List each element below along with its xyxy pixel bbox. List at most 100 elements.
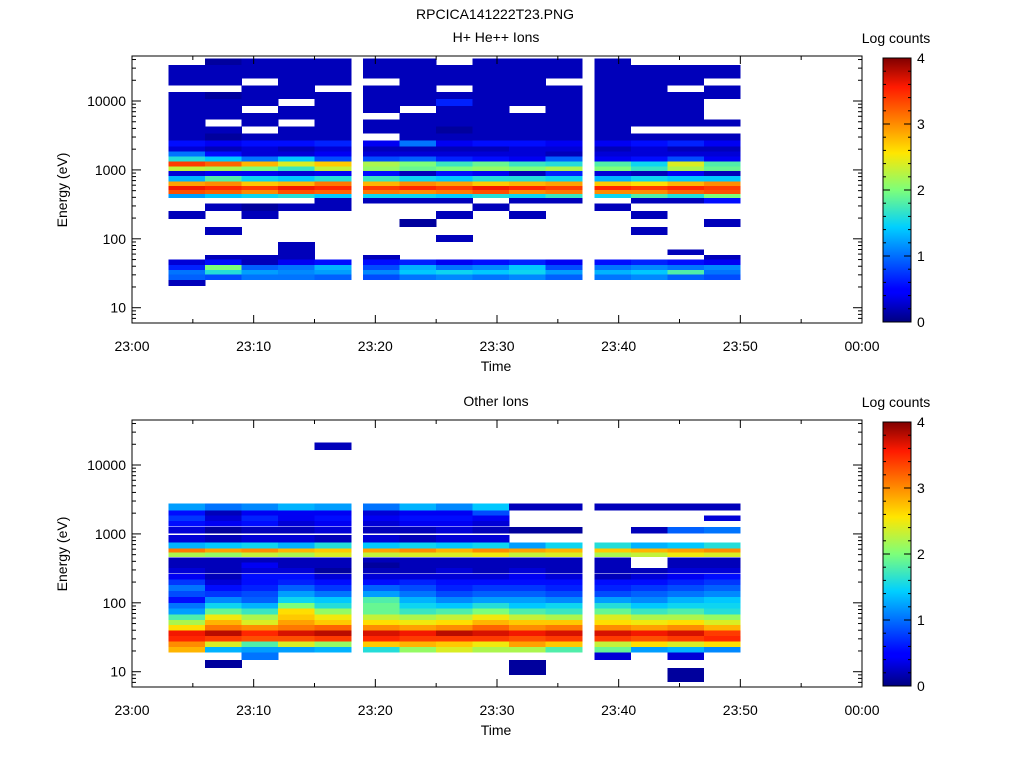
heatmap-cell <box>545 562 583 569</box>
heatmap-cell <box>436 641 473 647</box>
heatmap-cell <box>363 579 400 585</box>
heatmap-cell <box>241 203 279 211</box>
heatmap-cell <box>168 259 206 266</box>
heatmap-cell <box>667 198 705 204</box>
heatmap-cell <box>545 608 583 615</box>
heatmap-cell <box>399 186 437 191</box>
heatmap-cell <box>545 542 583 549</box>
heatmap-cell <box>436 211 473 220</box>
heatmap-cell <box>436 552 473 558</box>
heatmap-cell <box>436 181 473 186</box>
colorbar-tick-label: 4 <box>917 414 925 430</box>
heatmap-cell <box>241 520 279 527</box>
heatmap-cell <box>667 119 705 127</box>
heatmap-cell <box>630 227 668 235</box>
heatmap-cell <box>278 503 315 511</box>
heatmap-cell <box>436 608 473 615</box>
heatmap-cell <box>205 166 242 171</box>
heatmap-cell <box>363 636 400 642</box>
x-tick-label: 23:10 <box>236 702 271 718</box>
heatmap-cell <box>241 156 279 162</box>
heatmap-cell <box>399 78 437 86</box>
heatmap-cell <box>630 596 668 603</box>
heatmap-cell <box>314 99 352 106</box>
heatmap-cell <box>314 590 352 597</box>
colorbar-tick-label: 4 <box>917 50 925 66</box>
heatmap-cell <box>399 520 437 527</box>
heatmap-cell <box>472 112 510 120</box>
heatmap-cell <box>168 265 206 270</box>
heatmap-cell <box>241 608 279 615</box>
heatmap-cell <box>630 641 668 647</box>
heatmap-cell <box>436 603 473 609</box>
heatmap-cell <box>399 269 437 275</box>
heatmap-cell <box>205 614 242 620</box>
heatmap-cell <box>314 596 352 603</box>
heatmap-cell <box>363 520 400 527</box>
heatmap-cell <box>472 78 510 86</box>
heatmap-cell <box>545 579 583 585</box>
heatmap-cell <box>205 568 242 574</box>
heatmap-cell <box>314 78 352 86</box>
heatmap-cell <box>594 503 632 511</box>
heatmap-cell <box>205 65 242 72</box>
y-tick-label: 100 <box>103 231 127 247</box>
heatmap-cell <box>205 603 242 609</box>
heatmap-cell <box>314 105 352 113</box>
heatmap-cell <box>667 166 705 171</box>
heatmap-cell <box>436 193 473 199</box>
heatmap-cell <box>545 99 583 106</box>
heatmap-cell <box>667 146 705 152</box>
heatmap-cell <box>241 641 279 647</box>
heatmap-cell <box>594 156 632 162</box>
heatmap-cell <box>436 510 473 516</box>
heatmap-cell <box>545 198 583 204</box>
heatmap-cell <box>667 269 705 275</box>
heatmap-cell <box>509 181 546 186</box>
heatmap-cell <box>509 667 546 676</box>
heatmap-cell <box>314 619 352 626</box>
heatmap-cell <box>667 190 705 194</box>
heatmap-cell <box>472 176 510 182</box>
heatmap-cell <box>667 630 705 637</box>
heatmap-cell <box>436 119 473 127</box>
heatmap-cell <box>168 584 206 591</box>
heatmap-cell <box>205 562 242 569</box>
heatmap-cell <box>314 520 352 527</box>
heatmap-cell <box>594 105 632 113</box>
heatmap-cell <box>436 630 473 637</box>
heatmap-cell <box>314 510 352 516</box>
heatmap-cell <box>436 573 473 580</box>
heatmap-cell <box>399 534 437 543</box>
heatmap-cell <box>472 119 510 127</box>
heatmap-cell <box>509 119 546 127</box>
heatmap-cell <box>667 151 705 157</box>
heatmap-cell <box>278 242 315 250</box>
heatmap-cell <box>241 58 279 65</box>
heatmap-cell <box>630 161 668 167</box>
heatmap-cell <box>509 630 546 637</box>
heatmap-cell <box>667 186 705 191</box>
heatmap-cell <box>703 568 741 574</box>
heatmap-cell <box>205 133 242 141</box>
heatmap-cell <box>168 625 206 631</box>
x-tick-label: 00:00 <box>844 338 879 354</box>
x-axis-label: Time <box>481 722 512 738</box>
heatmap-cell <box>363 105 400 113</box>
heatmap-cell <box>594 119 632 127</box>
heatmap-cell <box>363 646 400 653</box>
heatmap-cell <box>205 146 242 152</box>
heatmap-cell <box>168 146 206 152</box>
heatmap-cell <box>545 71 583 79</box>
colorbar-tick-label: 2 <box>917 546 925 562</box>
heatmap-cell <box>363 584 400 591</box>
heatmap-cell <box>667 636 705 642</box>
heatmap-cell <box>399 58 437 65</box>
heatmap-cell <box>545 146 583 152</box>
heatmap-cell <box>363 641 400 647</box>
heatmap-cell <box>168 156 206 162</box>
heatmap-cell <box>630 190 668 194</box>
heatmap-cell <box>667 603 705 609</box>
heatmap-cell <box>703 156 741 162</box>
heatmap-cell <box>545 568 583 574</box>
